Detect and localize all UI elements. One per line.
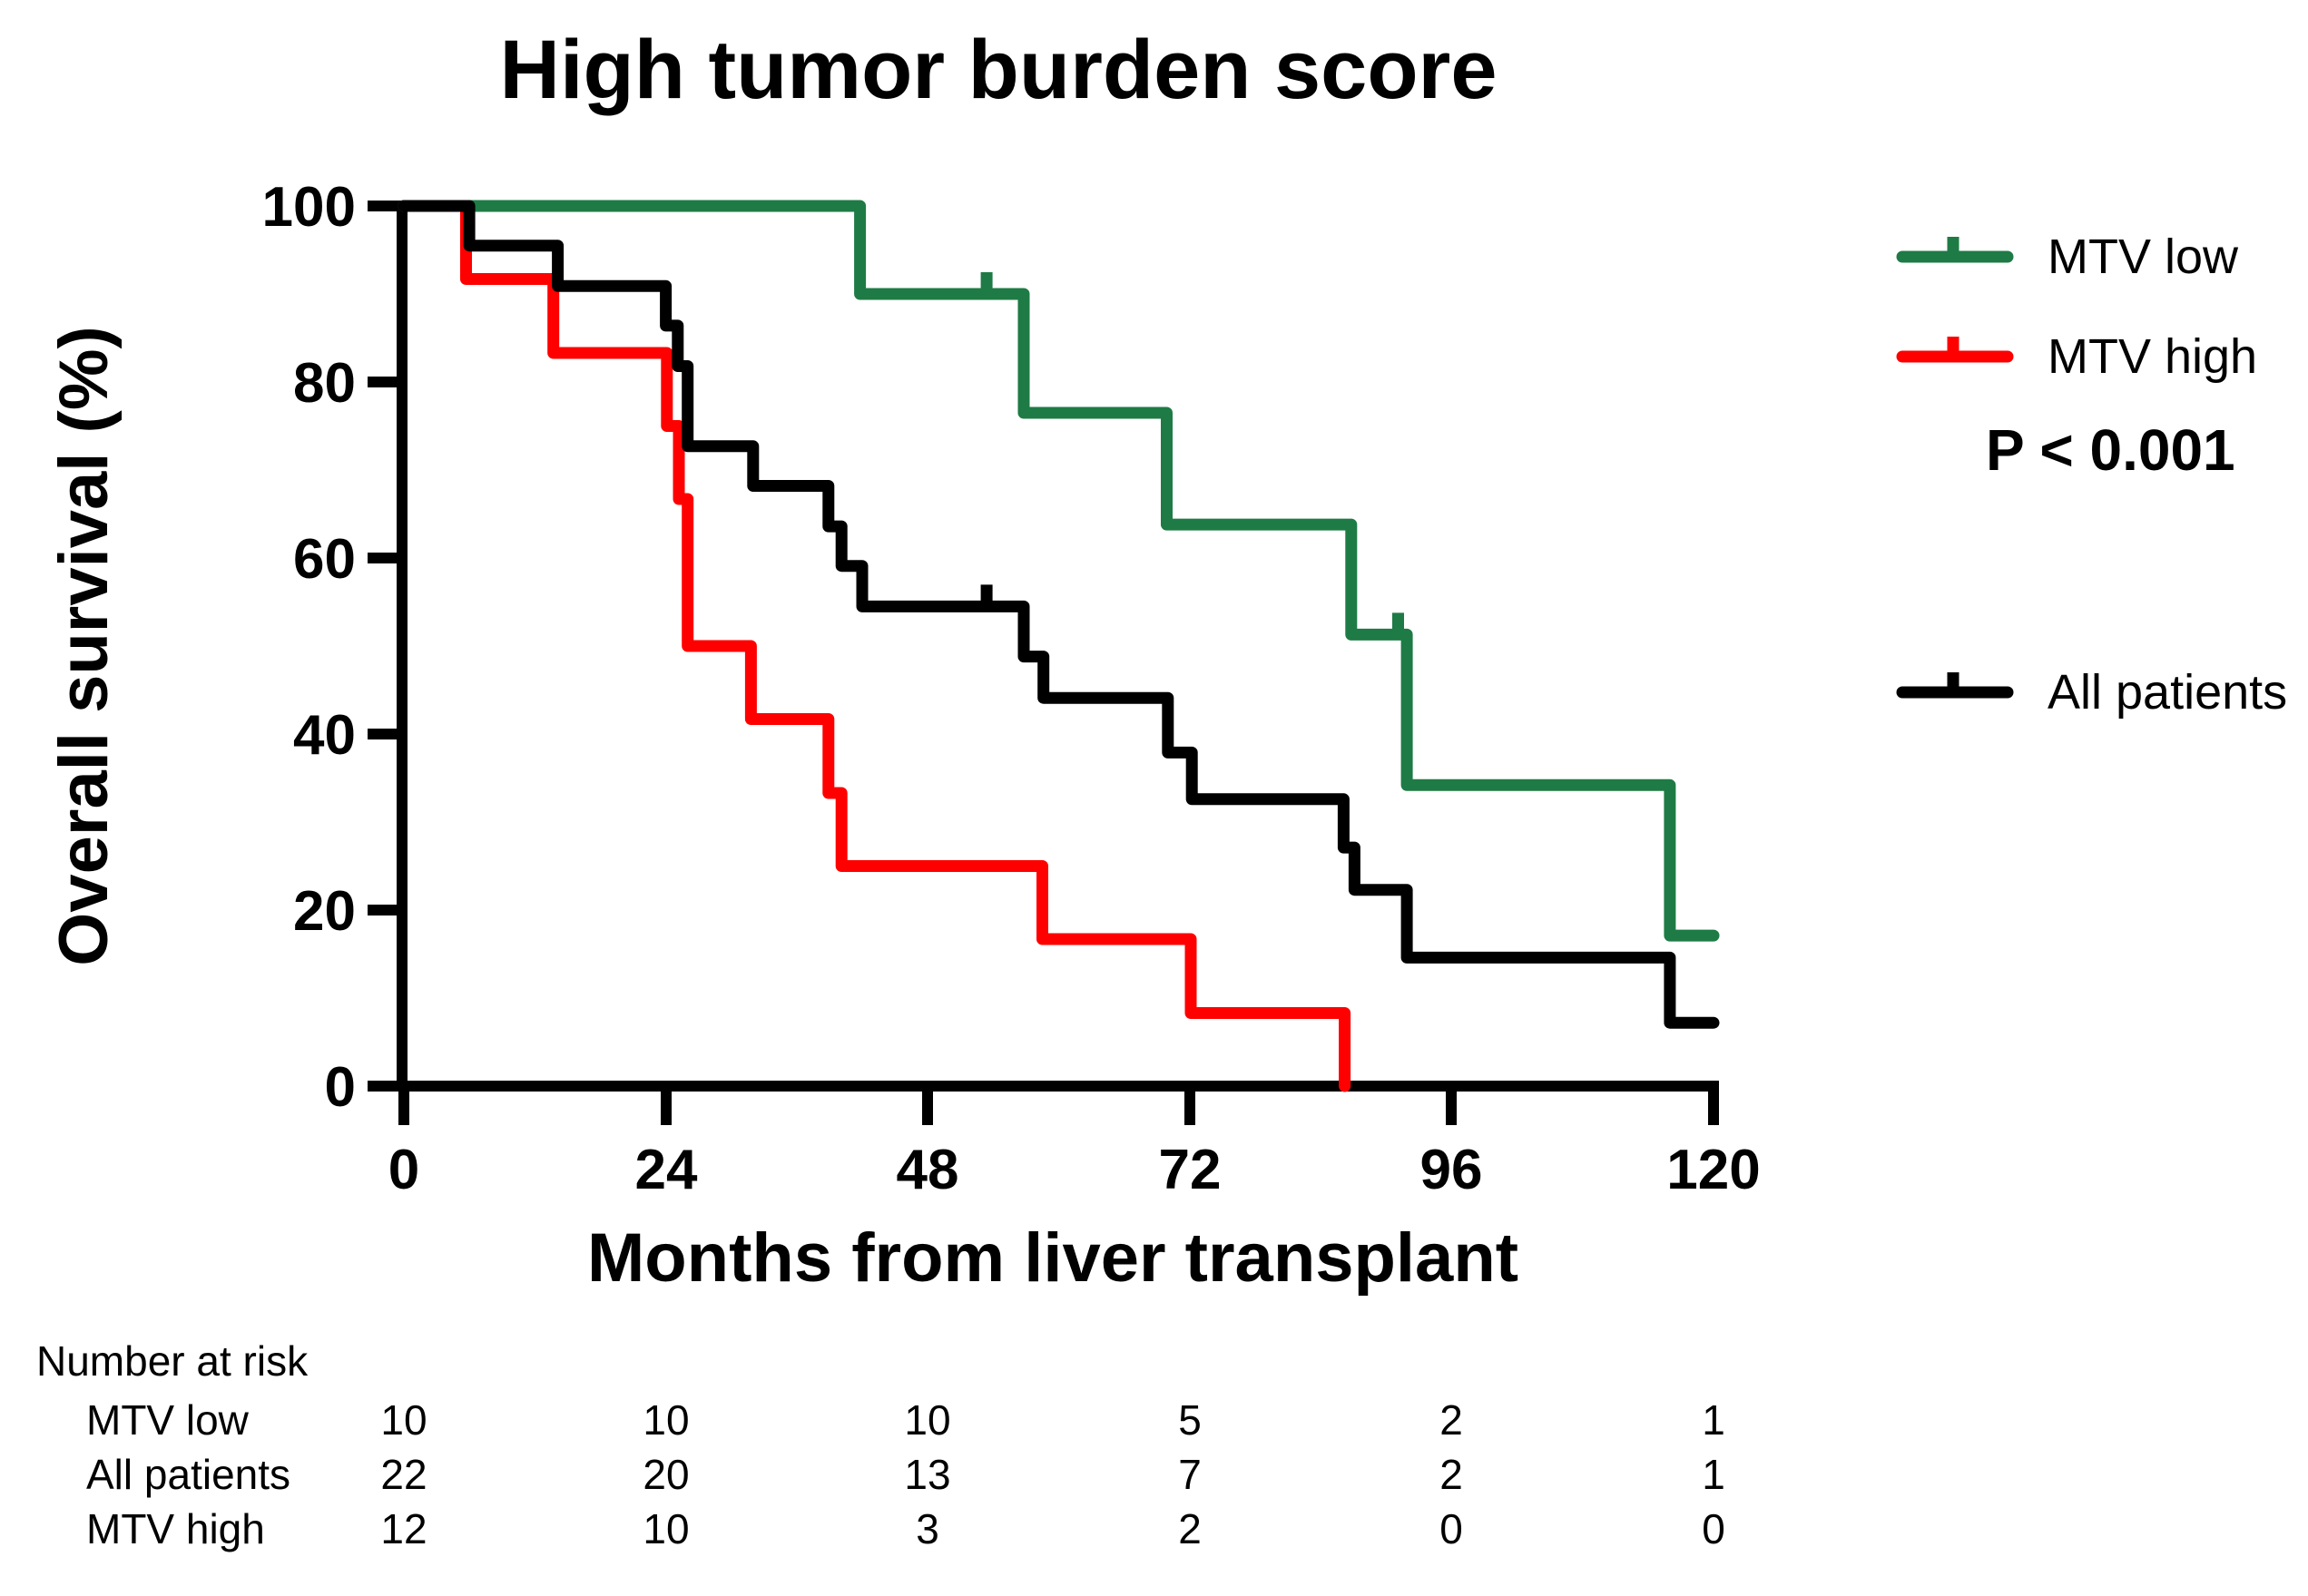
y-tick-label-80: 80 — [293, 352, 356, 415]
axes — [368, 201, 1719, 1125]
risk-value: 2 — [1439, 1396, 1463, 1444]
legend-label-mtv-low: MTV low — [2048, 230, 2239, 284]
y-tick-label-100: 100 — [262, 176, 356, 239]
x-tick-label-72: 72 — [1159, 1139, 1222, 1201]
risk-value: 12 — [380, 1505, 427, 1552]
risk-row-label-all-patients: All patients — [86, 1451, 290, 1498]
risk-value: 10 — [380, 1396, 427, 1444]
risk-value: 10 — [643, 1396, 689, 1444]
x-tick-label-48: 48 — [897, 1139, 959, 1201]
risk-value: 2 — [1178, 1505, 1202, 1552]
risk-value: 10 — [904, 1396, 950, 1444]
number-at-risk-table: Number at risk MTV low 10 10 10 5 2 1 Al… — [36, 1337, 1725, 1552]
x-tick-label-24: 24 — [635, 1139, 698, 1201]
x-tick-labels: 0 24 48 72 96 120 — [388, 1139, 1761, 1201]
curve-mtv-low — [398, 200, 1720, 942]
risk-value: 7 — [1178, 1451, 1202, 1498]
risk-value: 1 — [1702, 1451, 1725, 1498]
curve-mtv-high — [398, 200, 1351, 1092]
y-tick-label-0: 0 — [325, 1056, 356, 1119]
risk-value: 13 — [904, 1451, 950, 1498]
legend-label-mtv-high: MTV high — [2048, 329, 2257, 384]
legend: MTV low MTV high P < 0.001 All patients — [1896, 230, 2287, 720]
risk-value: 20 — [643, 1451, 689, 1498]
y-axis-label: Overall survival (%) — [45, 326, 123, 965]
x-tick-label-120: 120 — [1666, 1139, 1760, 1201]
risk-value: 22 — [380, 1451, 427, 1498]
x-axis-label: Months from liver transplant — [587, 1219, 1518, 1297]
risk-value: 2 — [1439, 1451, 1463, 1498]
risk-value: 10 — [643, 1505, 689, 1552]
y-tick-label-60: 60 — [293, 528, 356, 591]
y-tick-labels: 100 80 60 40 20 0 — [262, 176, 356, 1119]
risk-row-label-mtv-high: MTV high — [86, 1505, 265, 1552]
curve-all-patients — [398, 200, 1720, 1029]
survival-curves — [398, 200, 1720, 1092]
risk-value: 1 — [1702, 1396, 1725, 1444]
y-tick-label-20: 20 — [293, 880, 356, 943]
risk-row-label-mtv-low: MTV low — [86, 1396, 250, 1444]
p-value-text: P < 0.001 — [1986, 417, 2235, 483]
y-tick-label-40: 40 — [293, 704, 356, 767]
risk-value: 0 — [1439, 1505, 1463, 1552]
risk-value: 5 — [1178, 1396, 1202, 1444]
risk-table-header: Number at risk — [36, 1337, 309, 1385]
chart-title: High tumor burden score — [500, 24, 1498, 116]
legend-label-all-patients: All patients — [2048, 665, 2287, 720]
x-tick-label-96: 96 — [1420, 1139, 1483, 1201]
risk-value: 0 — [1702, 1505, 1725, 1552]
risk-value: 3 — [916, 1505, 939, 1552]
x-tick-label-0: 0 — [388, 1139, 419, 1201]
